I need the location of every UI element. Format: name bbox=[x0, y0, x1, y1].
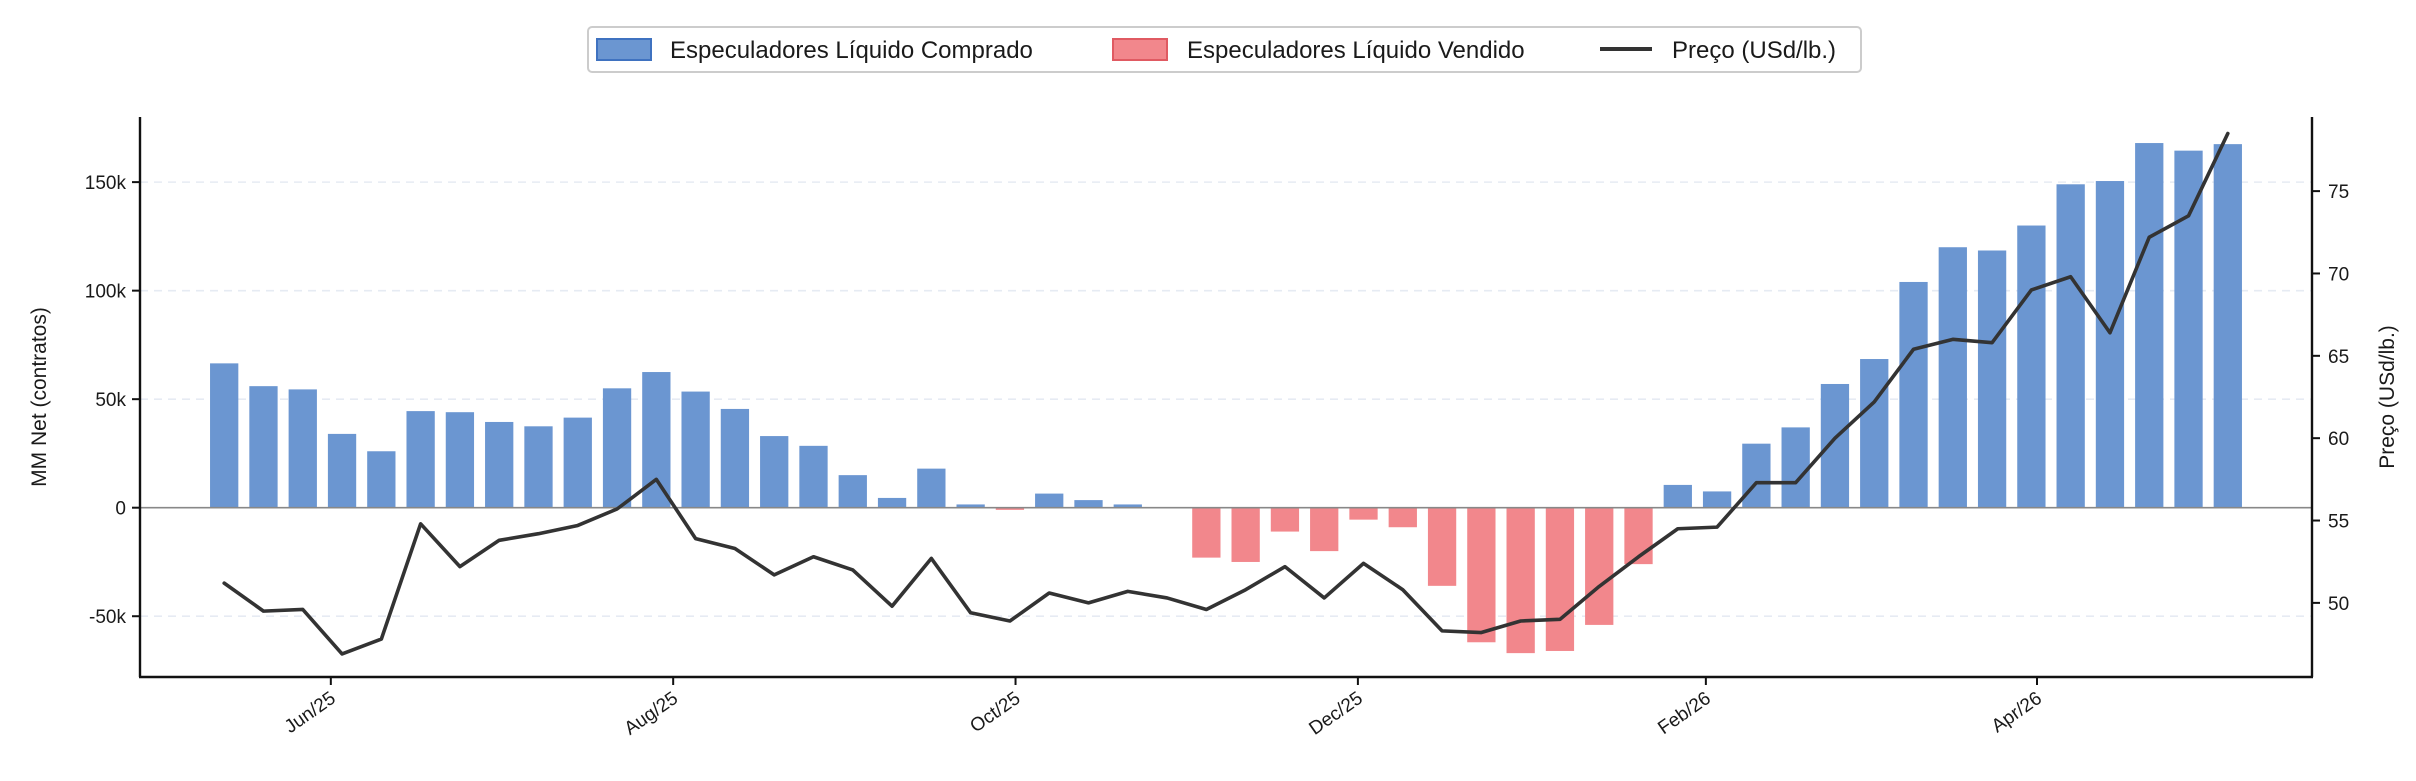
bar-long bbox=[524, 426, 553, 508]
left-axis-ticks: -50k 0 50k 100k 150k bbox=[85, 173, 140, 628]
bar-short bbox=[1506, 507, 1535, 654]
bar-short bbox=[1585, 507, 1614, 625]
bar-long bbox=[602, 388, 632, 508]
legend-label-line: Preço (USd/lb.) bbox=[1672, 37, 1836, 64]
axes bbox=[138, 117, 2314, 679]
bar-long bbox=[1074, 500, 1103, 508]
y2-axis-title: Preço (USd/lb.) bbox=[2376, 325, 2399, 469]
y-tick-label: 150k bbox=[85, 173, 127, 194]
bar-long bbox=[1860, 359, 1889, 508]
bar-short bbox=[1467, 507, 1496, 643]
bar-long bbox=[877, 497, 907, 508]
bar-short bbox=[1349, 507, 1378, 520]
bar-long bbox=[1977, 250, 2007, 508]
bar-long bbox=[327, 433, 357, 508]
bar-short bbox=[1231, 507, 1260, 562]
bar-long bbox=[2213, 144, 2242, 508]
y-tick-label: 100k bbox=[85, 282, 127, 303]
y2-tick-label: 55 bbox=[2328, 512, 2349, 533]
bar-long bbox=[210, 363, 239, 508]
legend: Especuladores Líquido Comprado Especulad… bbox=[587, 26, 1862, 73]
bar-long bbox=[249, 386, 278, 508]
bar-short bbox=[1270, 507, 1300, 532]
right-axis-ticks: 50 55 60 65 70 75 bbox=[2312, 182, 2349, 615]
bar-long bbox=[956, 504, 985, 508]
bar-long bbox=[2056, 184, 2085, 508]
bar-long bbox=[2135, 143, 2164, 508]
bar-long bbox=[406, 411, 435, 508]
bar-long bbox=[1820, 383, 1850, 508]
y2-tick-label: 75 bbox=[2328, 182, 2349, 203]
bar-long bbox=[720, 408, 750, 508]
bar-long bbox=[2174, 150, 2203, 508]
bar-long bbox=[1702, 491, 1732, 508]
legend-swatch-positive bbox=[596, 38, 652, 61]
bar-long bbox=[917, 468, 946, 508]
legend-swatch-negative bbox=[1112, 38, 1168, 61]
bar-long bbox=[485, 421, 514, 508]
bar-long bbox=[1781, 427, 1810, 508]
bar-short bbox=[1545, 507, 1575, 651]
y2-tick-label: 50 bbox=[2328, 594, 2349, 615]
legend-frame bbox=[587, 26, 1862, 73]
y2-tick-label: 65 bbox=[2328, 347, 2349, 368]
bar-long bbox=[288, 389, 317, 508]
bar-short bbox=[995, 507, 1025, 510]
price-line bbox=[222, 131, 2230, 656]
y-tick-label: 0 bbox=[115, 499, 126, 520]
y-axis-title: MM Net (contratos) bbox=[28, 307, 51, 487]
bar-long bbox=[563, 417, 592, 508]
bar-long bbox=[1742, 443, 1771, 508]
bar-short bbox=[1310, 507, 1339, 552]
bar-long bbox=[799, 445, 828, 508]
bar-long bbox=[2095, 181, 2125, 508]
y-tick-label: 50k bbox=[95, 390, 126, 411]
bar-short bbox=[1192, 507, 1221, 558]
bar-long bbox=[445, 412, 475, 508]
bar-short bbox=[1388, 507, 1417, 528]
bar-long bbox=[1899, 281, 1928, 508]
bars bbox=[210, 143, 2242, 654]
bar-long bbox=[367, 451, 396, 508]
bar-long bbox=[1035, 493, 1064, 508]
bar-long bbox=[838, 475, 867, 508]
bar-long bbox=[1113, 504, 1142, 508]
bar-long bbox=[681, 391, 710, 508]
bar-long bbox=[2017, 225, 2046, 508]
legend-label-negative: Especuladores Líquido Vendido bbox=[1187, 37, 1525, 64]
bar-short bbox=[1427, 507, 1457, 586]
y2-tick-label: 70 bbox=[2328, 264, 2349, 285]
y2-tick-label: 60 bbox=[2328, 429, 2349, 450]
bar-long bbox=[1663, 484, 1692, 508]
bar-long bbox=[760, 436, 789, 508]
bar-long bbox=[1938, 247, 1967, 508]
legend-label-positive: Especuladores Líquido Comprado bbox=[670, 37, 1033, 64]
y-tick-label: -50k bbox=[89, 607, 126, 628]
